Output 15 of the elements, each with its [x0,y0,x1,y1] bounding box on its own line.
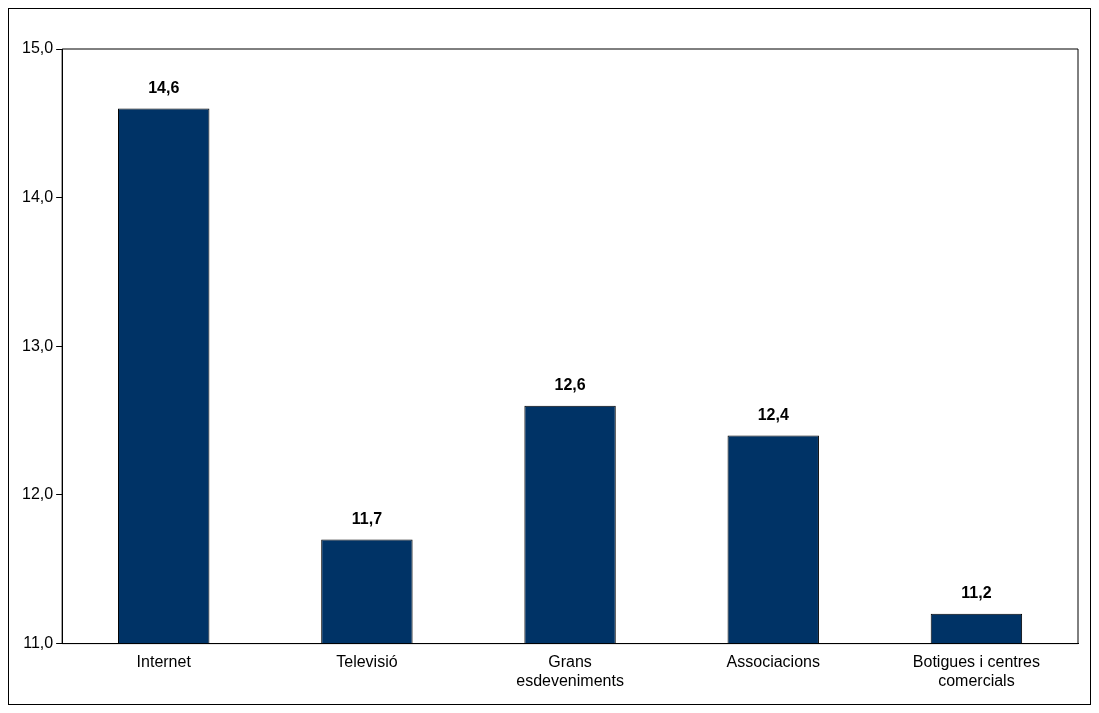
x-tick-label: Associacions [726,652,820,670]
data-label: 12,4 [757,405,789,423]
x-tick-label: Internet [136,652,192,670]
x-tick-label: Botigues i centres comercials [912,652,1041,689]
data-label: 12,6 [554,376,586,394]
y-tick-label: 15,0 [22,39,54,57]
data-label: 14,6 [148,78,180,96]
y-tick-label: 12,0 [22,485,54,503]
data-label: 11,2 [961,584,992,602]
y-tick-label: 14,0 [22,188,54,206]
y-tick-label: 11,0 [23,634,54,652]
x-tick-label: Televisió [336,652,398,670]
y-tick-label: 13,0 [22,336,54,354]
data-label: 11,7 [351,509,383,527]
x-tick-label: Grans esdeveniments [516,652,624,689]
